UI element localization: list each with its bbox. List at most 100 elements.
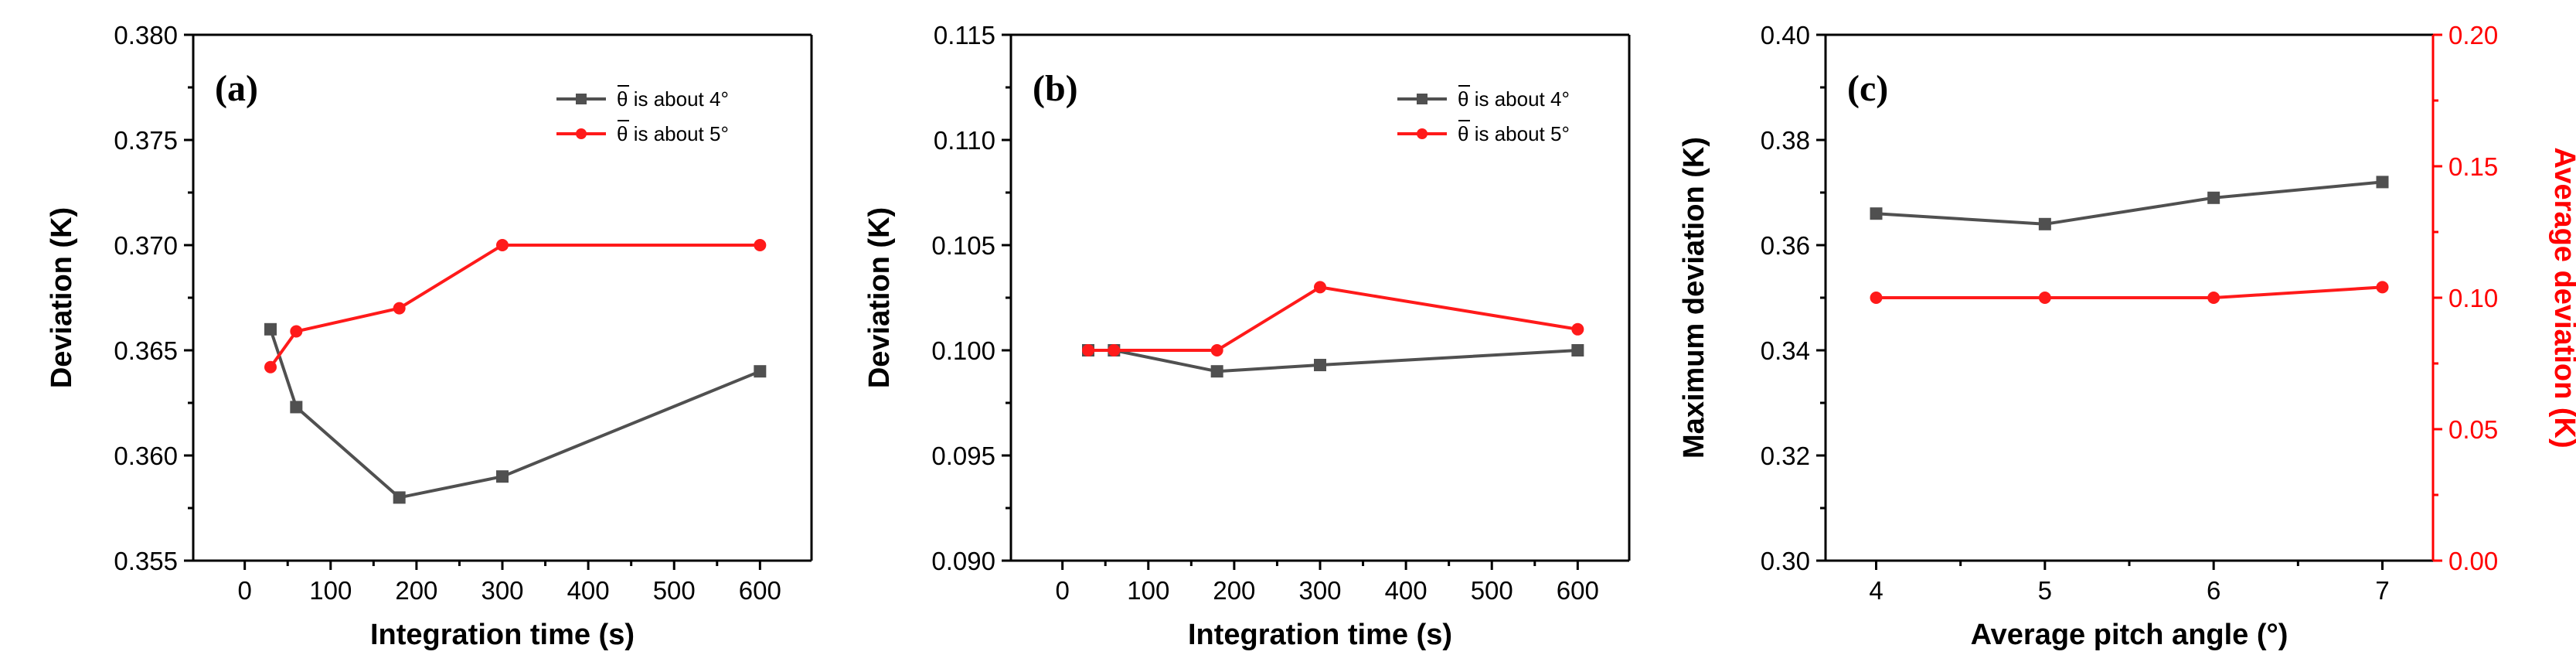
data-point bbox=[2376, 281, 2389, 294]
y-axis-title: Deviation (K) bbox=[863, 207, 896, 388]
x-tick-label: 400 bbox=[567, 576, 610, 605]
data-point bbox=[2207, 191, 2220, 204]
data-point bbox=[1210, 365, 1223, 378]
legend-label: θ is about 4° bbox=[617, 87, 729, 111]
y-tick-label: 0.100 bbox=[931, 336, 995, 365]
y2-axis-title: Average deviation (K) bbox=[2548, 147, 2576, 448]
y-tick-label: 0.115 bbox=[934, 21, 995, 49]
series-line bbox=[269, 244, 761, 368]
x-tick-label: 0 bbox=[1055, 576, 1069, 605]
y-axis-title: Deviation (K) bbox=[46, 207, 78, 388]
x-tick-label: 7 bbox=[2375, 576, 2389, 605]
x-tick-label: 500 bbox=[653, 576, 696, 605]
legend-label-rest: is about 5° bbox=[1468, 122, 1569, 145]
legend: θ is about 4°θ is about 5° bbox=[556, 85, 729, 145]
series-line bbox=[1876, 180, 2383, 226]
y-tick-label: 0.375 bbox=[114, 126, 178, 155]
data-point bbox=[2376, 176, 2389, 189]
x-tick-label: 300 bbox=[481, 576, 523, 605]
x-tick-label: 100 bbox=[1127, 576, 1169, 605]
data-point bbox=[1210, 344, 1223, 356]
legend-marker bbox=[1417, 128, 1428, 139]
data-point bbox=[1571, 344, 1584, 356]
legend-label-rest: is about 4° bbox=[1468, 87, 1569, 111]
panel-label: (a) bbox=[215, 68, 258, 109]
legend-theta: θ bbox=[1458, 122, 1468, 145]
panel-label: (b) bbox=[1033, 68, 1078, 109]
x-tick-label: 200 bbox=[1213, 576, 1255, 605]
data-point bbox=[264, 360, 277, 374]
y2-tick-label: 0.15 bbox=[2448, 152, 2498, 181]
data-point bbox=[393, 302, 406, 315]
legend-label: θ is about 5° bbox=[617, 122, 729, 145]
y2-tick-label: 0.05 bbox=[2448, 415, 2498, 444]
panel-label: (c) bbox=[1847, 68, 1888, 109]
data-point bbox=[496, 470, 509, 483]
panel-b: 0 100 200 300 400 500 600 0.090 0.095 0.100 0.105 0… bbox=[863, 21, 1631, 651]
data-point bbox=[2038, 292, 2051, 304]
data-point bbox=[1870, 207, 1883, 220]
x-tick-label: 5 bbox=[2038, 576, 2052, 605]
legend-theta: θ bbox=[617, 87, 628, 111]
y-tick-label: 0.365 bbox=[114, 336, 178, 365]
x-tick-label: 4 bbox=[1869, 576, 1883, 605]
x-axis-title: Average pitch angle (°) bbox=[1971, 619, 2288, 651]
x-tick-label: 100 bbox=[309, 576, 352, 605]
legend-label-rest: is about 5° bbox=[628, 122, 728, 145]
y-tick-label: 0.370 bbox=[114, 231, 178, 260]
x-tick-label: 400 bbox=[1385, 576, 1428, 605]
x-tick-label: 200 bbox=[395, 576, 437, 605]
data-point bbox=[1108, 344, 1121, 356]
data-point bbox=[290, 401, 303, 414]
y-tick-label: 0.32 bbox=[1761, 442, 1810, 470]
y2-tick-label: 0.10 bbox=[2448, 284, 2498, 312]
data-point bbox=[1314, 359, 1326, 372]
x-tick-label: 300 bbox=[1298, 576, 1341, 605]
y-tick-label: 0.095 bbox=[931, 442, 995, 470]
data-point bbox=[393, 491, 406, 504]
x-axis-title: Integration time (s) bbox=[1188, 619, 1452, 651]
y-tick-label: 0.30 bbox=[1761, 547, 1810, 575]
legend-marker bbox=[576, 94, 587, 104]
legend: θ is about 4°θ is about 5° bbox=[1397, 85, 1570, 145]
panel-a: 0 100 200 300 400 500 600 0.355 0.360 0.365 0.370 0… bbox=[46, 21, 813, 651]
data-point bbox=[1082, 344, 1094, 356]
y-tick-label: 0.36 bbox=[1761, 231, 1810, 260]
data-point bbox=[1870, 292, 1883, 304]
x-tick-label: 0 bbox=[237, 576, 251, 605]
y-tick-label: 0.380 bbox=[114, 21, 178, 49]
legend-label: θ is about 4° bbox=[1458, 87, 1570, 111]
legend-theta: θ bbox=[617, 122, 628, 145]
y2-tick-label: 0.20 bbox=[2448, 21, 2498, 49]
legend-label-rest: is about 4° bbox=[628, 87, 728, 111]
y-tick-label: 0.40 bbox=[1761, 21, 1810, 49]
data-point bbox=[2038, 217, 2051, 230]
legend-theta: θ bbox=[1458, 87, 1468, 111]
series-line bbox=[1876, 285, 2383, 299]
y-tick-label: 0.34 bbox=[1761, 336, 1810, 365]
x-tick-label: 600 bbox=[739, 576, 781, 605]
y2-tick-label: 0.00 bbox=[2448, 547, 2498, 575]
data-point bbox=[1571, 322, 1584, 336]
legend-marker bbox=[576, 128, 587, 139]
x-tick-label: 6 bbox=[2207, 576, 2220, 605]
legend-marker bbox=[1417, 94, 1428, 104]
x-tick-label: 600 bbox=[1557, 576, 1599, 605]
y-tick-label: 0.355 bbox=[114, 547, 178, 575]
data-point bbox=[264, 322, 277, 336]
y-tick-label: 0.38 bbox=[1761, 126, 1810, 155]
series-line bbox=[269, 329, 761, 500]
x-tick-label: 500 bbox=[1471, 576, 1513, 605]
data-point bbox=[754, 365, 767, 378]
data-point bbox=[1314, 281, 1326, 294]
y-tick-label: 0.110 bbox=[934, 126, 995, 155]
series-line bbox=[1088, 349, 1578, 374]
y-tick-label: 0.090 bbox=[931, 547, 995, 575]
data-point bbox=[290, 325, 303, 338]
y-tick-label: 0.105 bbox=[931, 231, 995, 260]
data-point bbox=[496, 239, 509, 251]
series-line bbox=[1088, 285, 1578, 352]
data-point bbox=[2207, 292, 2220, 304]
x-axis-title: Integration time (s) bbox=[370, 619, 635, 651]
